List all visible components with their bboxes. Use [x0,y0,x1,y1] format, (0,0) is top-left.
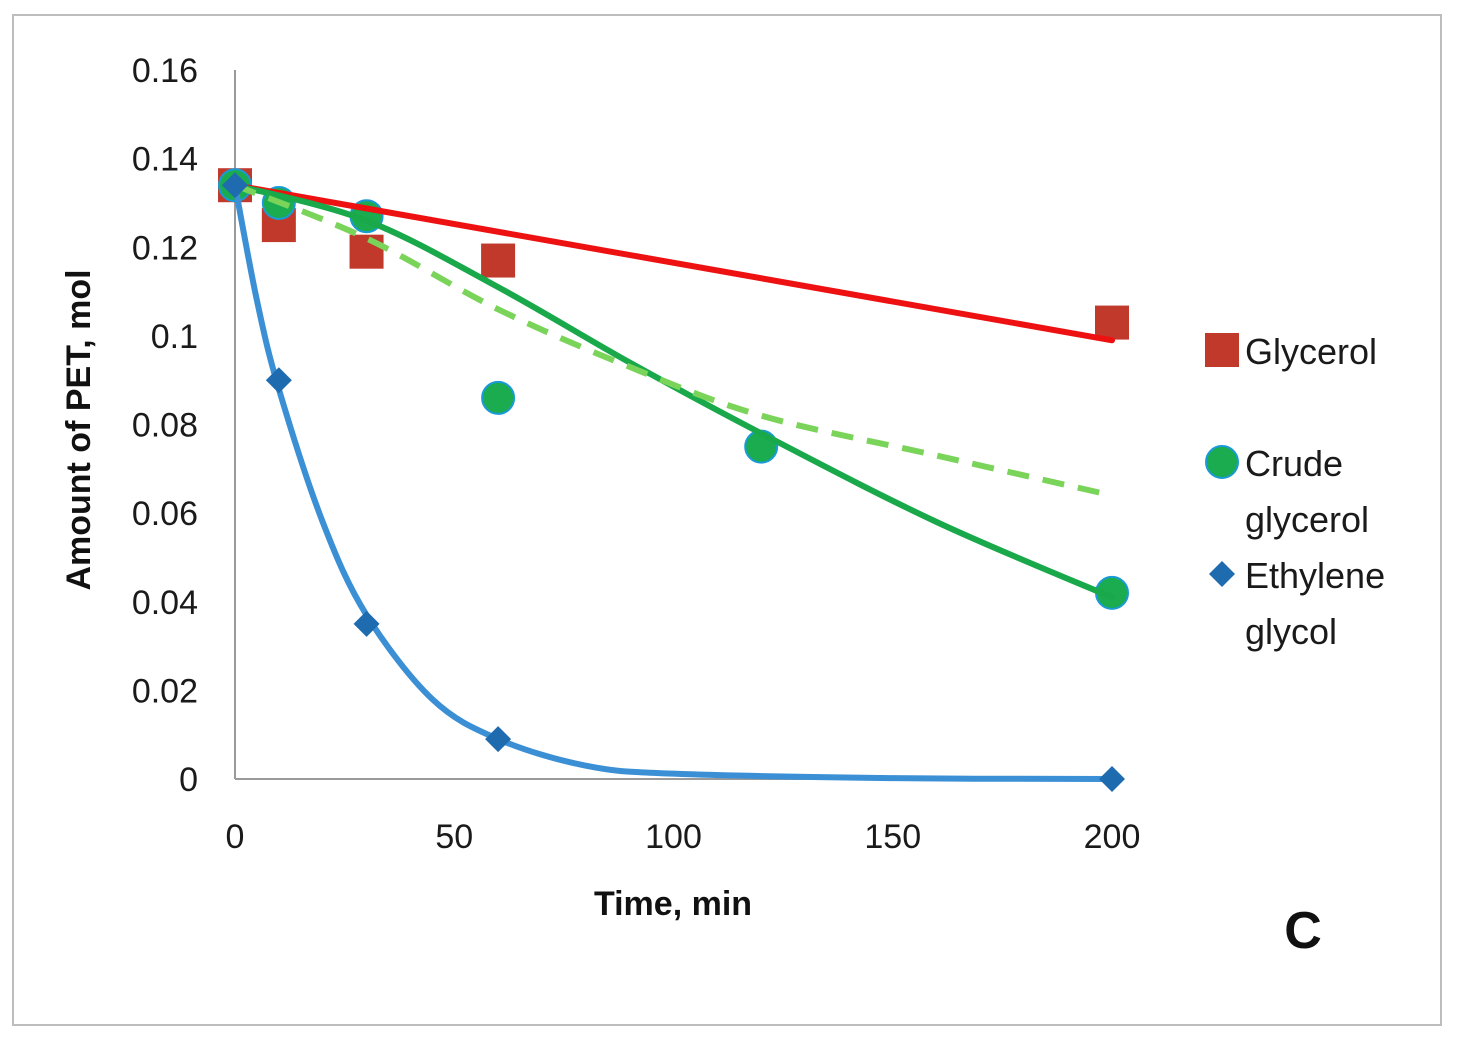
glycerol-fit-line [232,182,1115,344]
glycerol-point [349,234,384,269]
x-tick-label: 50 [435,818,473,856]
legend-item-crude-glycerol: Crude glycerol [1205,443,1369,540]
legend-label: glycerol [1245,499,1369,540]
glycerol-point [1095,305,1129,340]
x-axis-title: Time, min [594,885,752,923]
legend-label: Glycerol [1245,331,1377,372]
y-tick-label: 0.04 [132,584,198,622]
crude-glycerol-legend-marker [1205,445,1239,479]
ethylene-glycol-point [222,172,248,199]
ethylene-glycol-markers [222,172,1125,792]
ethylene-glycol-point [353,610,380,637]
axes [234,70,1112,780]
x-tick-labels: 0 50 100 150 200 [226,818,1141,856]
ethylene-glycol-fit-line [232,182,1115,782]
x-tick-label: 200 [1084,818,1141,856]
legend-label: Ethylene [1245,555,1385,596]
y-tick-label: 0.08 [132,407,198,445]
legend-label: glycol [1245,611,1337,652]
y-tick-label: 0.1 [151,318,198,356]
legend-label: Crude [1245,443,1343,484]
y-tick-label: 0.12 [132,229,198,267]
fit-lines [232,182,1115,782]
x-tick-label: 0 [226,818,245,856]
y-tick-label: 0.14 [132,141,198,179]
legend-item-glycerol: Glycerol [1205,331,1377,372]
legend: Glycerol Crude glycerol Ethylene glycol [1205,331,1385,652]
y-tick-label: 0.02 [132,672,198,710]
crude-glycerol-fit-dashed-fit-line [233,182,1113,499]
legend-item-ethylene-glycol: Ethylene glycol [1209,555,1385,652]
ethylene-glycol-point [1099,766,1125,792]
ethylene-glycol-point [485,726,512,753]
glycerol-legend-marker [1205,333,1239,367]
ethylene-glycol-point [265,367,292,394]
y-tick-label: 0.06 [132,495,198,533]
y-tick-labels: 0 0.02 0.04 0.06 0.08 0.1 0.12 0.14 0.16 [132,52,198,799]
x-tick-label: 150 [864,818,921,856]
y-axis-title: Amount of PET, mol [60,269,98,590]
crude-glycerol-point [481,380,516,415]
x-tick-label: 100 [645,818,702,856]
ethylene-glycol-legend-marker [1209,561,1235,587]
y-tick-label: 0.16 [132,52,198,90]
y-tick-label: 0 [179,761,198,799]
glycerol-point [481,243,516,278]
panel-label: C [1284,902,1322,960]
